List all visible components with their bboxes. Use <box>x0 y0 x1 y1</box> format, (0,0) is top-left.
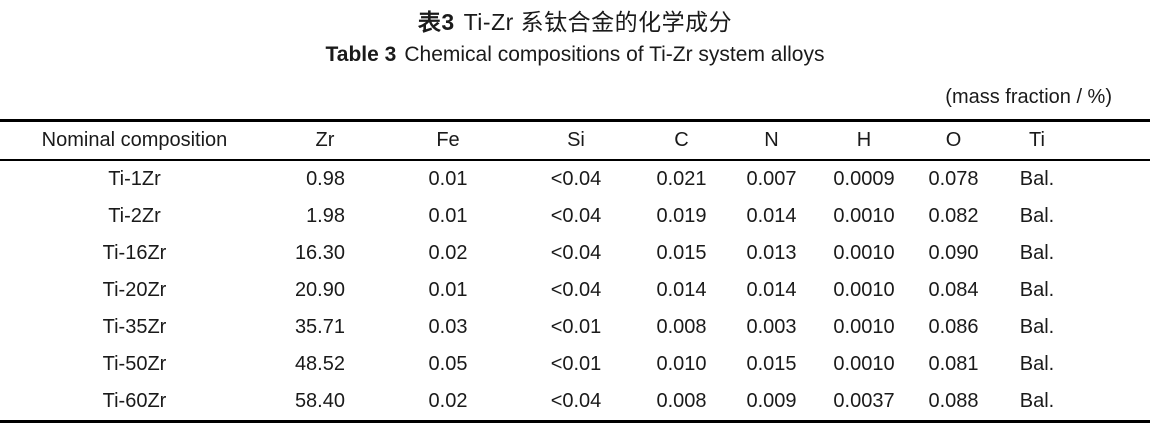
cell-ti: Bal. <box>1019 167 1055 190</box>
column-header-c: C <box>637 120 726 161</box>
cell-h: 0.0010 <box>833 204 895 227</box>
table-title-zh-label: 表3 <box>417 9 455 35</box>
cell-si: <0.04 <box>550 167 602 190</box>
cell-alloy-name: Ti-16Zr <box>102 241 167 264</box>
column-header-nominal-composition: Nominal composition <box>0 120 269 161</box>
cell-alloy-name: Ti-60Zr <box>102 389 167 412</box>
cell-ti: Bal. <box>1019 204 1055 227</box>
header-row: Nominal composition Zr Fe Si C N H O Ti <box>0 120 1150 161</box>
table-row: Ti-1Zr 0.98 0.01 <0.04 0.021 0.007 0.000… <box>0 160 1150 198</box>
cell-h: 0.0010 <box>833 352 895 375</box>
cell-c: 0.008 <box>656 315 707 338</box>
cell-n: 0.003 <box>746 315 797 338</box>
cell-fe: 0.01 <box>428 167 468 190</box>
cell-c: 0.010 <box>656 352 707 375</box>
cell-n: 0.013 <box>746 241 797 264</box>
table-title-zh: 表3 Ti-Zr 系钛合金的化学成分 <box>0 9 1150 37</box>
cell-o: 0.086 <box>928 315 979 338</box>
cell-c: 0.021 <box>656 167 707 190</box>
cell-zr: 0.98 <box>306 167 345 190</box>
cell-fe: 0.05 <box>428 352 468 375</box>
cell-o: 0.088 <box>928 389 979 412</box>
cell-ti: Bal. <box>1019 278 1055 301</box>
cell-fe: 0.01 <box>428 278 468 301</box>
table-row: Ti-60Zr 58.40 0.02 <0.04 0.008 0.009 0.0… <box>0 383 1150 422</box>
column-header-si: Si <box>515 120 637 161</box>
cell-si: <0.04 <box>550 389 602 412</box>
table-title-zh-text: Ti-Zr 系钛合金的化学成分 <box>463 9 733 35</box>
cell-zr: 16.30 <box>294 241 345 264</box>
cell-ti: Bal. <box>1019 241 1055 264</box>
column-header-n: N <box>726 120 817 161</box>
cell-fe: 0.01 <box>428 204 468 227</box>
cell-si: <0.04 <box>550 278 602 301</box>
table-row: Ti-2Zr 1.98 0.01 <0.04 0.019 0.014 0.001… <box>0 198 1150 235</box>
cell-fe: 0.02 <box>428 241 468 264</box>
cell-n: 0.014 <box>746 278 797 301</box>
cell-o: 0.082 <box>928 204 979 227</box>
cell-n: 0.014 <box>746 204 797 227</box>
table-row: Ti-16Zr 16.30 0.02 <0.04 0.015 0.013 0.0… <box>0 235 1150 272</box>
cell-h: 0.0037 <box>833 389 895 412</box>
cell-fe: 0.02 <box>428 389 468 412</box>
cell-n: 0.009 <box>746 389 797 412</box>
cell-alloy-name: Ti-50Zr <box>102 352 167 375</box>
table-row: Ti-50Zr 48.52 0.05 <0.01 0.010 0.015 0.0… <box>0 346 1150 383</box>
cell-ti: Bal. <box>1019 389 1055 412</box>
cell-ti: Bal. <box>1019 352 1055 375</box>
cell-si: <0.04 <box>550 241 602 264</box>
cell-h: 0.0010 <box>833 278 895 301</box>
table-row: Ti-35Zr 35.71 0.03 <0.01 0.008 0.003 0.0… <box>0 309 1150 346</box>
cell-c: 0.008 <box>656 389 707 412</box>
table-title-en-text: Chemical compositions of Ti-Zr system al… <box>404 42 825 66</box>
column-header-ti: Ti <box>996 120 1150 161</box>
cell-alloy-name: Ti-1Zr <box>108 167 161 190</box>
cell-o: 0.090 <box>928 241 979 264</box>
cell-zr: 20.90 <box>294 278 345 301</box>
cell-o: 0.084 <box>928 278 979 301</box>
cell-ti: Bal. <box>1019 315 1055 338</box>
cell-si: <0.04 <box>550 204 602 227</box>
cell-h: 0.0010 <box>833 241 895 264</box>
cell-h: 0.0010 <box>833 315 895 338</box>
cell-zr: 58.40 <box>294 389 345 412</box>
cell-o: 0.078 <box>928 167 979 190</box>
cell-alloy-name: Ti-35Zr <box>102 315 167 338</box>
cell-si: <0.01 <box>550 315 602 338</box>
cell-h: 0.0009 <box>833 167 895 190</box>
composition-table: Nominal composition Zr Fe Si C N H O Ti … <box>0 118 1150 423</box>
cell-o: 0.081 <box>928 352 979 375</box>
cell-n: 0.007 <box>746 167 797 190</box>
cell-zr: 1.98 <box>306 204 345 227</box>
cell-c: 0.019 <box>656 204 707 227</box>
table-title-en: Table 3 Chemical compositions of Ti-Zr sy… <box>0 42 1150 67</box>
cell-zr: 35.71 <box>294 315 345 338</box>
cell-c: 0.015 <box>656 241 707 264</box>
cell-alloy-name: Ti-2Zr <box>108 204 161 227</box>
column-header-h: H <box>817 120 911 161</box>
table-title-en-label: Table 3 <box>325 42 397 66</box>
cell-si: <0.01 <box>550 352 602 375</box>
table-row: Ti-20Zr 20.90 0.01 <0.04 0.014 0.014 0.0… <box>0 272 1150 309</box>
cell-fe: 0.03 <box>428 315 468 338</box>
column-header-fe: Fe <box>381 120 515 161</box>
unit-note: (mass fraction / %) <box>945 85 1112 108</box>
cell-c: 0.014 <box>656 278 707 301</box>
cell-zr: 48.52 <box>294 352 345 375</box>
cell-alloy-name: Ti-20Zr <box>102 278 167 301</box>
column-header-o: O <box>911 120 996 161</box>
cell-n: 0.015 <box>746 352 797 375</box>
column-header-zr: Zr <box>269 120 381 161</box>
